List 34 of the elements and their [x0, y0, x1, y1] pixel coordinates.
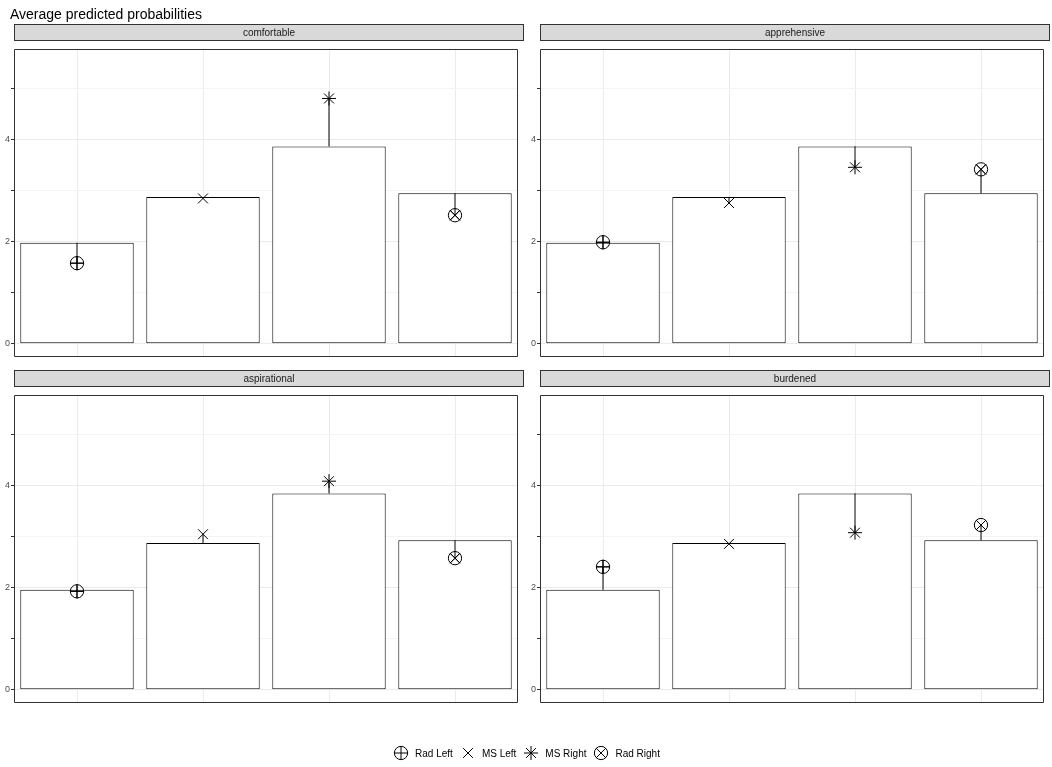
y-tick-label: 2	[530, 236, 536, 247]
point	[447, 208, 463, 223]
y-tick-label: 0	[530, 684, 536, 695]
y-tick-label: 4	[4, 134, 10, 145]
y-tick-label: 0	[530, 338, 536, 349]
y-tick-label: 2	[4, 236, 10, 247]
chart-title: apprehensive	[540, 24, 1050, 41]
chart-title: aspirational	[14, 370, 524, 387]
y-tick-label: 4	[530, 480, 536, 491]
point	[69, 255, 85, 271]
point	[447, 551, 463, 566]
point	[847, 159, 863, 175]
point	[973, 162, 989, 177]
legend-label: MS Left	[481, 747, 517, 759]
chart-title: comfortable	[14, 24, 524, 41]
y-tick-label: 4	[530, 134, 536, 145]
legend-label: Rad Left	[415, 747, 453, 759]
point	[197, 192, 209, 204]
point	[321, 473, 337, 489]
legend-label: MS Right	[545, 747, 587, 759]
legend-label: Rad Right	[615, 747, 660, 759]
y-tick-label: 2	[4, 582, 10, 593]
point	[973, 517, 989, 533]
text: Average predicted probabilities	[10, 6, 202, 22]
point	[321, 90, 337, 106]
point	[197, 528, 209, 540]
y-tick-label: 0	[4, 338, 10, 349]
y-tick-label: 2	[530, 582, 536, 593]
point	[847, 525, 863, 541]
point	[69, 583, 85, 599]
chart-title: burdened	[540, 370, 1050, 387]
y-tick-label: 0	[4, 684, 10, 695]
point	[595, 559, 611, 575]
y-tick-label: 4	[4, 480, 10, 491]
